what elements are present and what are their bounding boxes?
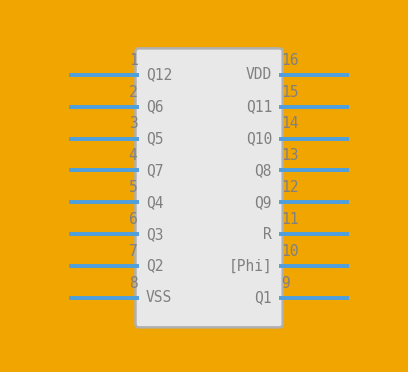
Text: 4: 4 — [129, 148, 137, 163]
Text: 6: 6 — [129, 212, 137, 227]
Text: 9: 9 — [281, 276, 289, 291]
Text: R: R — [264, 227, 272, 242]
Text: VDD: VDD — [246, 67, 272, 82]
Text: Q9: Q9 — [255, 195, 272, 210]
Text: Q2: Q2 — [146, 259, 164, 273]
Text: Q10: Q10 — [246, 131, 272, 146]
Text: 8: 8 — [129, 276, 137, 291]
Text: Q5: Q5 — [146, 131, 164, 146]
Text: Q12: Q12 — [146, 67, 172, 82]
Text: Q1: Q1 — [255, 291, 272, 305]
Text: 14: 14 — [281, 116, 298, 131]
Text: 11: 11 — [281, 212, 298, 227]
Text: Q6: Q6 — [146, 99, 164, 114]
Text: [Phi]: [Phi] — [228, 259, 272, 273]
FancyBboxPatch shape — [135, 48, 283, 327]
Text: VSS: VSS — [146, 291, 172, 305]
Text: 10: 10 — [281, 244, 298, 259]
Text: Q8: Q8 — [255, 163, 272, 178]
Text: 1: 1 — [129, 52, 137, 68]
Text: Q4: Q4 — [146, 195, 164, 210]
Text: Q7: Q7 — [146, 163, 164, 178]
Text: 15: 15 — [281, 85, 298, 100]
Text: Q11: Q11 — [246, 99, 272, 114]
Text: 2: 2 — [129, 85, 137, 100]
Text: 13: 13 — [281, 148, 298, 163]
Text: 16: 16 — [281, 52, 298, 68]
Text: 12: 12 — [281, 180, 298, 195]
Text: 7: 7 — [129, 244, 137, 259]
Text: 3: 3 — [129, 116, 137, 131]
Text: 5: 5 — [129, 180, 137, 195]
Text: Q3: Q3 — [146, 227, 164, 242]
